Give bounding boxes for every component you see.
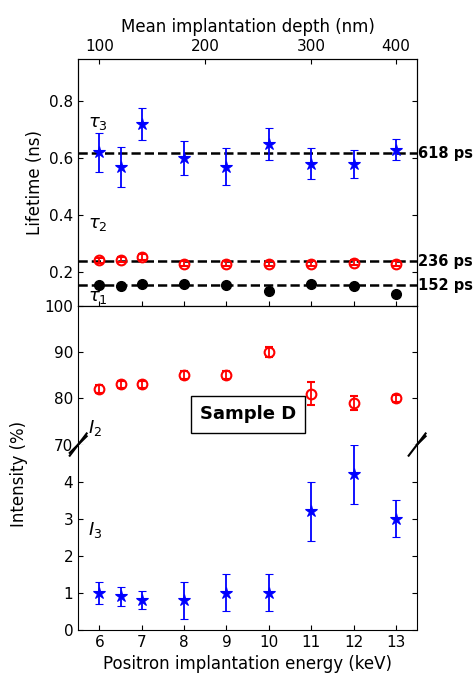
Text: 236 ps: 236 ps [418, 254, 473, 269]
Y-axis label: Lifetime (ns): Lifetime (ns) [26, 130, 44, 235]
Text: 152 ps: 152 ps [418, 277, 473, 293]
Text: $I_2$: $I_2$ [88, 418, 101, 438]
Text: Sample D: Sample D [200, 406, 296, 424]
Text: 618 ps: 618 ps [418, 145, 473, 161]
Text: $I_3$: $I_3$ [88, 520, 102, 540]
Text: $\tau_1$: $\tau_1$ [88, 288, 107, 306]
X-axis label: Mean implantation depth (nm): Mean implantation depth (nm) [121, 18, 374, 36]
Text: Intensity (%): Intensity (%) [10, 421, 28, 527]
X-axis label: Positron implantation energy (keV): Positron implantation energy (keV) [103, 655, 392, 673]
Text: $\tau_2$: $\tau_2$ [88, 215, 107, 233]
Text: $\tau_3$: $\tau_3$ [88, 114, 107, 132]
